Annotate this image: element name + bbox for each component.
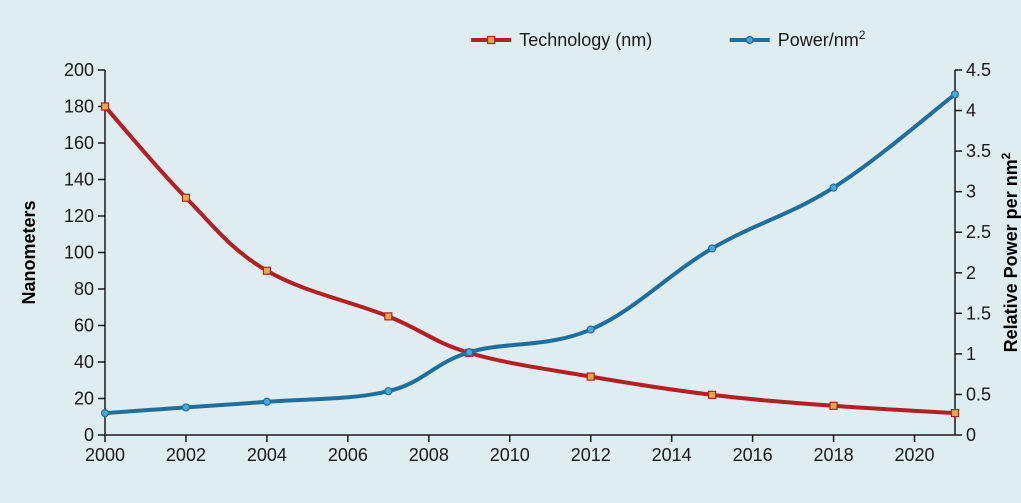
y-right-axis-label: Relative Power per nm2 — [999, 152, 1021, 352]
y-right-tick-label: 2.5 — [966, 222, 991, 242]
series-marker — [182, 194, 189, 201]
series-marker — [263, 398, 270, 405]
series-marker — [587, 326, 594, 333]
legend-item: Technology (nm) — [471, 30, 652, 50]
y-right-tick-label: 3 — [966, 182, 976, 202]
series-marker — [385, 388, 392, 395]
x-tick-label: 2002 — [166, 445, 206, 465]
x-tick-label: 2000 — [85, 445, 125, 465]
y-right-tick-label: 1.5 — [966, 303, 991, 323]
y-right-tick-label: 2 — [966, 263, 976, 283]
y-right-tick-label: 4 — [966, 101, 976, 121]
legend-item: Power/nm2 — [730, 28, 866, 50]
chart-container: 02040608010012014016018020000.511.522.53… — [0, 0, 1021, 503]
series-marker — [709, 391, 716, 398]
y-right-tick-label: 0 — [966, 425, 976, 445]
y-right-tick-label: 1 — [966, 344, 976, 364]
x-tick-label: 2012 — [571, 445, 611, 465]
y-left-tick-label: 140 — [64, 170, 94, 190]
line-chart: 02040608010012014016018020000.511.522.53… — [0, 0, 1021, 503]
x-tick-label: 2008 — [409, 445, 449, 465]
y-left-tick-label: 120 — [64, 206, 94, 226]
y-left-tick-label: 180 — [64, 97, 94, 117]
series-marker — [830, 402, 837, 409]
y-left-tick-label: 200 — [64, 60, 94, 80]
y-right-tick-label: 3.5 — [966, 141, 991, 161]
y-left-tick-label: 40 — [74, 352, 94, 372]
legend-label: Technology (nm) — [519, 30, 652, 50]
series-marker — [709, 245, 716, 252]
x-tick-label: 2018 — [814, 445, 854, 465]
x-tick-label: 2014 — [652, 445, 692, 465]
series-marker — [385, 313, 392, 320]
y-left-tick-label: 20 — [74, 389, 94, 409]
series-marker — [182, 404, 189, 411]
x-tick-label: 2004 — [247, 445, 287, 465]
series-marker — [466, 349, 473, 356]
x-tick-label: 2006 — [328, 445, 368, 465]
y-left-tick-label: 80 — [74, 279, 94, 299]
legend-label: Power/nm2 — [778, 28, 866, 50]
series-marker — [952, 410, 959, 417]
series-marker — [952, 91, 959, 98]
series-marker — [263, 267, 270, 274]
y-left-tick-label: 60 — [74, 316, 94, 336]
y-right-tick-label: 4.5 — [966, 60, 991, 80]
y-left-tick-label: 0 — [84, 425, 94, 445]
y-left-axis-label: Nanometers — [19, 200, 39, 304]
y-left-tick-label: 100 — [64, 243, 94, 263]
x-tick-label: 2010 — [490, 445, 530, 465]
series-marker — [587, 373, 594, 380]
y-left-tick-label: 160 — [64, 133, 94, 153]
series-marker — [830, 184, 837, 191]
series-marker — [102, 103, 109, 110]
x-tick-label: 2020 — [895, 445, 935, 465]
series-marker — [102, 410, 109, 417]
y-right-tick-label: 0.5 — [966, 384, 991, 404]
series-line — [105, 107, 955, 414]
x-tick-label: 2016 — [733, 445, 773, 465]
